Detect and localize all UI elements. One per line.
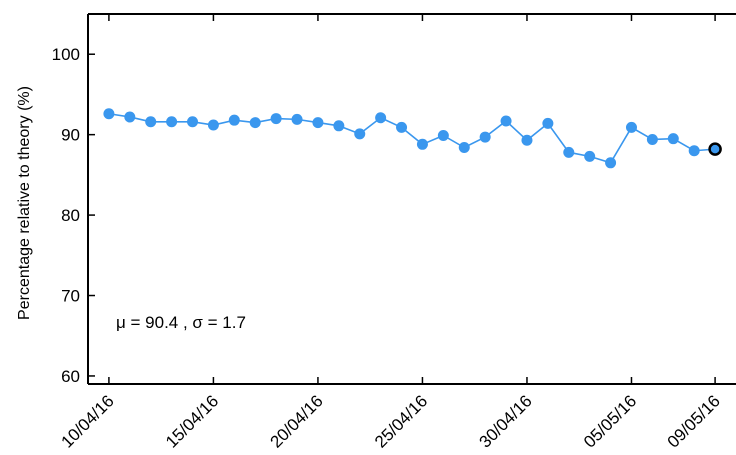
data-point	[563, 146, 575, 158]
data-point	[291, 113, 303, 125]
x-ticks: 10/04/16 15/04/16 20/04/16 25/04/16 30/04/16…	[57, 14, 724, 452]
data-point	[270, 113, 282, 125]
data-point	[187, 116, 199, 128]
axes	[87, 13, 736, 385]
data-point	[688, 145, 700, 157]
series	[103, 108, 722, 169]
data-point	[625, 121, 637, 133]
data-point-latest	[708, 142, 722, 156]
y-tick-label: 100	[52, 45, 80, 64]
x-tick-label: 25/04/16	[371, 391, 431, 451]
x-tick-label: 15/04/16	[162, 391, 222, 451]
y-ticks: 60 70 80 90 100	[52, 45, 95, 386]
x-tick-label: 05/05/16	[580, 391, 640, 451]
data-point	[458, 142, 470, 154]
y-tick-label: 80	[61, 206, 80, 225]
series-line	[108, 112, 716, 164]
x-tick-label: 30/04/16	[476, 391, 536, 451]
x-tick-label: 20/04/16	[267, 391, 327, 451]
y-tick-label: 60	[61, 367, 80, 386]
x-tick-label: 10/04/16	[57, 391, 117, 451]
data-point	[145, 116, 157, 128]
data-point	[103, 108, 115, 120]
y-tick-label: 90	[61, 126, 80, 145]
data-point	[542, 117, 554, 129]
data-point	[479, 131, 491, 143]
stats-annotation: μ = 90.4 , σ = 1.7	[116, 313, 246, 332]
data-point	[124, 111, 136, 123]
data-point	[312, 117, 324, 129]
data-point	[207, 119, 219, 131]
data-point	[396, 121, 408, 133]
data-point	[521, 134, 533, 146]
y-tick-label: 70	[61, 287, 80, 306]
data-point	[500, 115, 512, 127]
data-point	[333, 120, 345, 132]
data-point	[437, 129, 449, 141]
y-axis-label: Percentage relative to theory (%)	[16, 86, 33, 320]
data-point	[166, 116, 178, 128]
data-point	[228, 114, 240, 126]
x-tick-label: 09/05/16	[664, 391, 724, 451]
data-point	[584, 150, 596, 162]
data-point	[646, 133, 658, 145]
data-point	[375, 112, 387, 124]
data-point	[416, 138, 428, 150]
data-point	[249, 117, 261, 129]
data-point	[605, 157, 617, 169]
data-point	[354, 128, 366, 140]
data-point	[667, 133, 679, 145]
